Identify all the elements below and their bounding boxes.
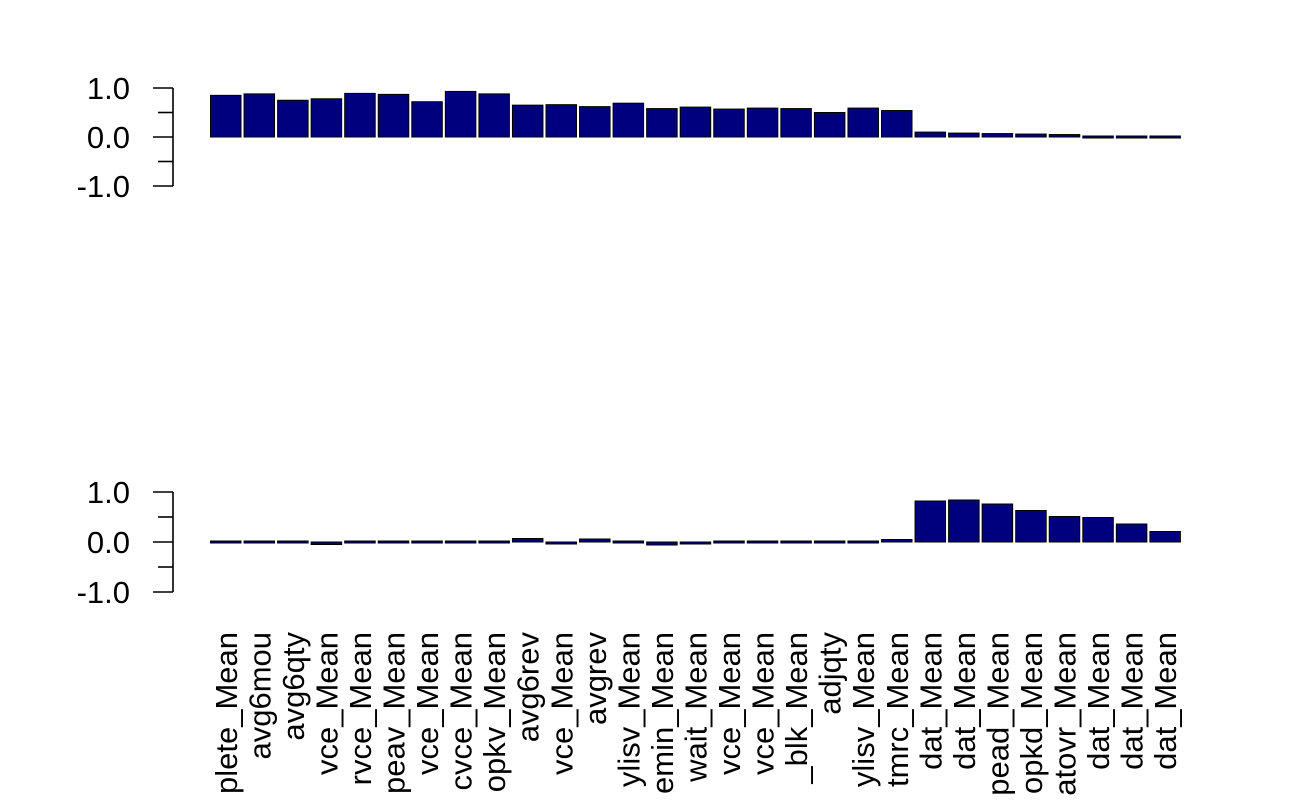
bar [277,540,309,544]
x-category-label: opkv_Mean [477,632,512,792]
bar [746,540,779,544]
x-category-label: tmrc_Mean [880,632,915,787]
y-tick-label: 0.0 [87,120,130,155]
bar [1149,135,1181,139]
bar [881,110,913,138]
x-category-label: vce_Mean [410,632,445,775]
y-tick-label: 1.0 [87,71,130,106]
x-category-label: wait_Mean [678,632,713,783]
x-category-label: plete_Mean [209,632,244,794]
bar [1082,135,1114,139]
x-category-label: vce_Mean [309,632,344,775]
bar [1082,517,1114,543]
bar [411,101,443,138]
bar [545,104,577,138]
bottom-bar-panel: 1.0 0.0 -1.0 [77,475,1181,610]
y-tick-label: 0.0 [87,525,130,560]
bar [1115,523,1148,543]
bar [847,540,879,544]
category-tick-labels: plete_Meanavg6mouavg6qtyvce_Meanrvce_Mea… [209,632,1183,796]
bar [981,503,1014,543]
bar [881,539,913,543]
bar [579,538,611,543]
bar [914,500,947,543]
bar [612,102,645,138]
y-tick-label: -1.0 [77,575,130,610]
x-category-label: atovr_Mean [1048,632,1083,796]
bar [612,540,645,544]
bar [478,540,510,544]
bar [511,104,544,138]
bar [981,133,1014,138]
top-bar-panel: 1.0 0.0 -1.0 [77,71,1181,204]
x-category-label: vce_Mean [746,632,781,775]
bar [1048,134,1081,138]
bar [579,106,611,138]
bar [310,541,343,545]
x-category-label: _blk_Mean [779,632,814,785]
bar [243,540,276,544]
x-category-label: dat_Mean [1115,632,1150,770]
bar [277,99,309,138]
x-category-label: vce_Mean [712,632,747,775]
bar [914,131,947,138]
x-category-label: ylisv_Mean [846,632,881,787]
x-category-label: avg6mou [242,632,277,760]
y-tick-label: -1.0 [77,169,130,204]
bar [1115,135,1148,139]
bar [780,108,812,138]
x-category-label: dat_Mean [1081,632,1116,770]
bar [847,107,879,138]
x-category-label: avgrev [578,632,613,726]
bar [310,98,343,138]
x-category-label: avg6rev [511,632,546,743]
x-category-label: dat_Mean [913,632,948,770]
bar [646,541,678,546]
bar [210,540,242,544]
bar [344,540,376,544]
bar [344,92,376,138]
x-category-label: ylisv_Mean [611,632,646,787]
bar [746,107,779,138]
bar [444,90,477,138]
bar [377,93,410,138]
bar [1015,510,1047,543]
x-category-label: opkd_Mean [1014,632,1049,794]
y-tick-label: 1.0 [87,475,130,510]
bar [243,93,276,138]
x-category-label: cvce_Mean [444,632,479,791]
x-category-label: peav_Mean [377,632,412,794]
bar [478,93,510,138]
bar [511,538,544,543]
bar [1149,531,1181,543]
bar [1015,133,1047,138]
x-category-label: adjqty [813,632,848,715]
bar [948,499,980,543]
bar [713,540,745,544]
x-category-label: emin_Mean [645,632,680,794]
bar [210,94,242,138]
bar [444,540,477,544]
x-category-label: avg6qty [276,632,311,741]
bar [411,540,443,544]
bar [780,540,812,544]
x-category-label: rvce_Mean [343,632,378,785]
bar [646,108,678,138]
bar [713,108,745,138]
x-category-label: dat_Mean [947,632,982,770]
bar [679,541,712,545]
x-category-label: pead_Mean [980,632,1015,796]
bar [545,541,577,545]
x-category-label: dat_Mean [1148,632,1183,770]
bar [1048,516,1081,543]
bar [813,112,846,138]
bar [948,132,980,138]
bar [679,106,712,138]
bar [813,540,846,544]
x-category-label: vce_Mean [544,632,579,775]
bar [377,540,410,544]
